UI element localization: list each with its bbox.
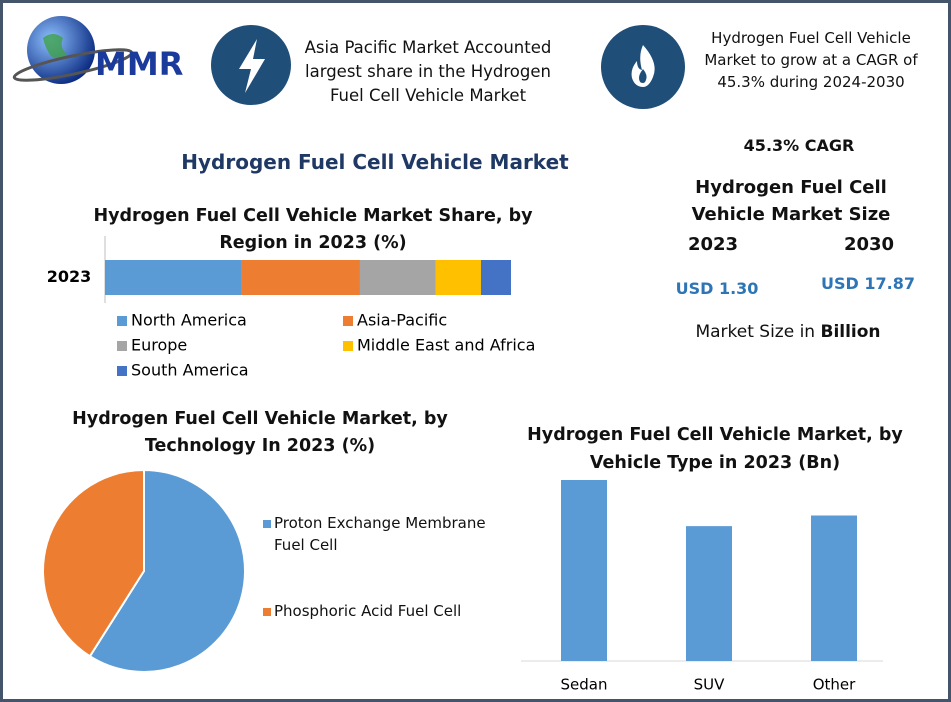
market-value: USD 1.30 <box>675 279 759 298</box>
legend-swatch <box>263 608 271 616</box>
chart-title: Hydrogen Fuel Cell Vehicle Market Share,… <box>93 206 533 253</box>
header-text: Asia Pacific Market Accounted largest sh… <box>304 38 552 105</box>
legend-swatch <box>263 520 271 528</box>
logo-text: MMR <box>95 45 183 83</box>
x-tick-label: Other <box>813 676 856 694</box>
legend-swatch <box>117 316 127 326</box>
legend-label: South America <box>131 361 249 380</box>
legend-swatch <box>117 341 127 351</box>
pie-slice <box>42 468 145 658</box>
year: 2030 <box>843 234 895 255</box>
unit: Billion <box>820 322 881 342</box>
icon-lightning <box>211 25 291 105</box>
chart-title: Hydrogen Fuel Cell Vehicle Market, by Te… <box>72 409 448 456</box>
legend-label: Middle East and Africa <box>357 336 535 355</box>
unit-note: Market Size in Billion <box>643 322 933 342</box>
cagr: 45.3% CAGR <box>743 136 855 155</box>
bar-segment <box>241 260 360 295</box>
bar <box>811 515 857 661</box>
market-value: USD 17.87 <box>821 274 915 293</box>
bar-segment <box>105 260 242 295</box>
bar <box>686 526 732 661</box>
pie-slice <box>88 468 246 673</box>
chart-title: Hydrogen Fuel Cell Vehicle Market, by Ve… <box>527 425 903 473</box>
logo: MMR <box>12 16 183 84</box>
year: 2023 <box>687 234 739 255</box>
legend-label: Asia-Pacific <box>357 311 447 330</box>
bar <box>561 480 607 661</box>
legend-swatch <box>117 366 127 376</box>
legend-swatch <box>343 316 353 326</box>
main-title: Hydrogen Fuel Cell Vehicle Market <box>181 150 569 174</box>
header-text: Hydrogen Fuel Cell Vehicle Market to gro… <box>704 29 918 91</box>
unit-prefix: Market Size in <box>695 322 816 342</box>
legend-label: Europe <box>131 336 187 355</box>
x-tick-label: Sedan <box>561 676 608 694</box>
graphics: MMR 2023 North America Asia-Pacific Europe M… <box>12 16 883 694</box>
x-tick-label: SUV <box>694 676 726 694</box>
bar-segment <box>435 260 481 295</box>
legend-label: North America <box>131 311 247 330</box>
y-tick-label: 2023 <box>47 267 92 286</box>
bar-segment <box>359 260 436 295</box>
legend-label: Proton Exchange Membrane Fuel Cell <box>274 514 486 554</box>
icon-flame <box>601 25 685 109</box>
market-size-heading: Hydrogen Fuel Cell Vehicle Market Size <box>691 177 891 225</box>
legend-label: Phosphoric Acid Fuel Cell <box>274 602 462 620</box>
legend-swatch <box>343 341 353 351</box>
bar-segment <box>480 260 511 295</box>
